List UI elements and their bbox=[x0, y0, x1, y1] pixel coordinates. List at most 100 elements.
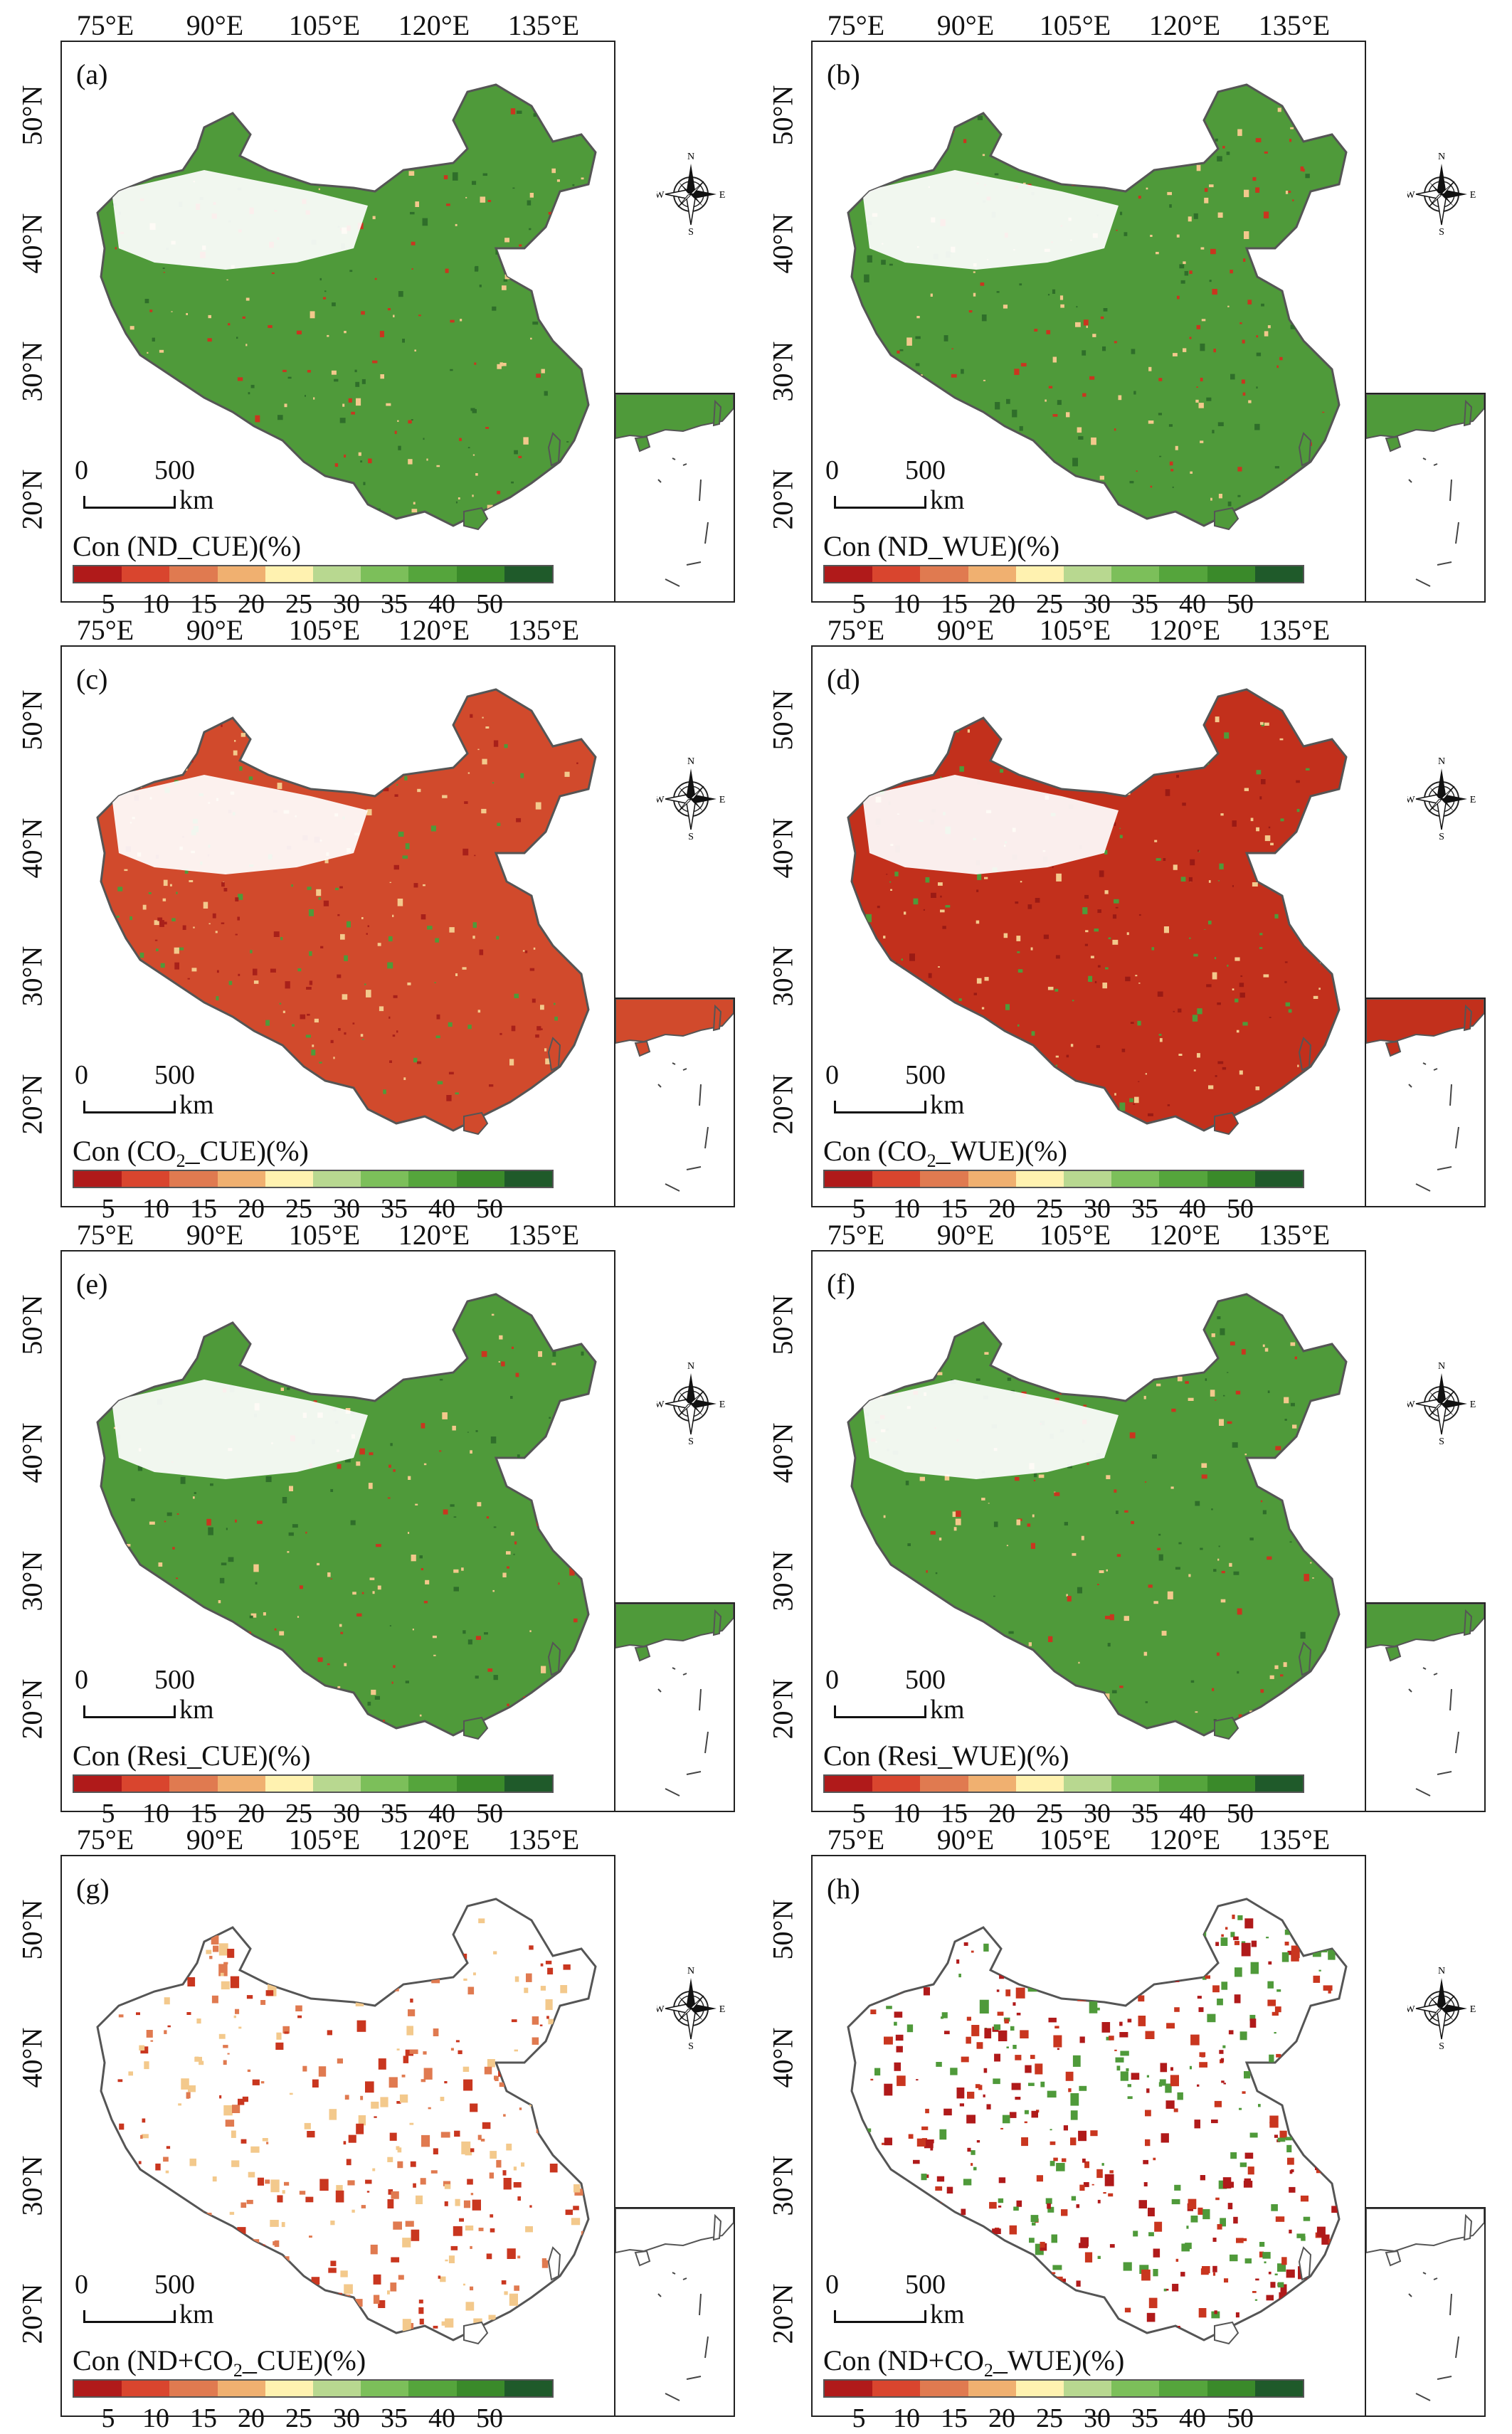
raster-pixel bbox=[1015, 2055, 1022, 2060]
raster-pixel bbox=[578, 1686, 583, 1688]
raster-pixel bbox=[1100, 316, 1104, 319]
legend-swatch bbox=[74, 1776, 122, 1792]
raster-pixel bbox=[566, 204, 570, 208]
raster-pixel bbox=[544, 391, 548, 396]
raster-pixel bbox=[501, 2280, 507, 2285]
raster-pixel bbox=[1127, 2084, 1131, 2088]
raster-pixel bbox=[235, 1519, 237, 1523]
raster-pixel bbox=[1156, 858, 1161, 861]
raster-pixel bbox=[1249, 1710, 1253, 1713]
raster-pixel bbox=[1196, 386, 1198, 388]
raster-pixel bbox=[444, 2184, 451, 2189]
raster-pixel bbox=[189, 880, 194, 882]
raster-pixel bbox=[233, 707, 239, 711]
raster-pixel bbox=[1217, 212, 1223, 218]
raster-pixel bbox=[1158, 413, 1162, 416]
raster-pixel bbox=[1296, 808, 1300, 813]
raster-pixel bbox=[1228, 2030, 1234, 2035]
raster-pixel bbox=[887, 155, 891, 160]
raster-pixel bbox=[1053, 1109, 1057, 1111]
raster-pixel bbox=[450, 319, 455, 323]
raster-pixel bbox=[943, 2108, 952, 2116]
raster-pixel bbox=[467, 1025, 472, 1030]
raster-pixel bbox=[1127, 1917, 1131, 1922]
raster-pixel bbox=[1262, 2252, 1271, 2259]
raster-pixel bbox=[164, 921, 167, 925]
raster-pixel bbox=[387, 2199, 394, 2208]
raster-pixel bbox=[142, 2134, 149, 2139]
raster-pixel bbox=[248, 1964, 256, 1974]
scale-start: 0 bbox=[75, 1060, 88, 1090]
raster-pixel bbox=[405, 2049, 413, 2056]
raster-pixel bbox=[1213, 349, 1216, 353]
raster-pixel bbox=[1195, 399, 1199, 403]
compass-west-label: W bbox=[657, 1399, 665, 1410]
raster-pixel bbox=[344, 331, 347, 334]
raster-pixel bbox=[1292, 1424, 1297, 1429]
latitude-label: 50°N bbox=[16, 85, 48, 146]
raster-pixel bbox=[1171, 107, 1175, 111]
raster-pixel bbox=[924, 2139, 934, 2149]
raster-pixel bbox=[467, 772, 470, 774]
raster-pixel bbox=[344, 2284, 353, 2294]
raster-pixel bbox=[438, 2275, 441, 2279]
latitude-label: 50°N bbox=[16, 1899, 48, 1960]
raster-pixel bbox=[1296, 2233, 1306, 2238]
south-china-sea-inset bbox=[1365, 998, 1486, 1207]
raster-pixel bbox=[1083, 1404, 1087, 1407]
raster-pixel bbox=[1217, 1316, 1221, 1320]
raster-pixel bbox=[955, 1518, 961, 1525]
raster-pixel bbox=[1207, 2014, 1216, 2023]
raster-pixel bbox=[235, 897, 239, 901]
legend-swatch bbox=[122, 1776, 170, 1792]
raster-pixel bbox=[1184, 270, 1189, 276]
raster-pixel bbox=[1090, 2130, 1098, 2137]
raster-pixel bbox=[1239, 2107, 1242, 2110]
raster-pixel bbox=[288, 1532, 294, 1536]
raster-pixel bbox=[1127, 2018, 1132, 2023]
raster-pixel bbox=[1190, 2216, 1198, 2223]
raster-pixel bbox=[1313, 2009, 1321, 2014]
raster-pixel bbox=[146, 2030, 153, 2038]
raster-pixel bbox=[425, 1580, 430, 1584]
raster-pixel bbox=[1284, 1419, 1287, 1421]
raster-pixel bbox=[1235, 998, 1239, 1002]
raster-pixel bbox=[238, 2098, 245, 2105]
raster-pixel bbox=[410, 211, 415, 215]
raster-pixel bbox=[380, 374, 384, 379]
raster-pixel bbox=[316, 1087, 320, 1091]
raster-pixel bbox=[1144, 1931, 1148, 1936]
raster-pixel bbox=[1276, 1989, 1281, 1992]
legend-tick-label: 10 bbox=[893, 589, 920, 619]
raster-pixel bbox=[1224, 732, 1230, 739]
raster-pixel bbox=[356, 2020, 366, 2032]
raster-pixel bbox=[322, 174, 327, 179]
raster-pixel bbox=[1254, 423, 1260, 430]
raster-pixel bbox=[1296, 780, 1300, 783]
raster-pixel bbox=[913, 2159, 920, 2164]
raster-pixel bbox=[465, 2302, 475, 2311]
raster-pixel bbox=[1028, 2083, 1035, 2086]
legend-tick-label: 15 bbox=[190, 2403, 217, 2433]
longitude-label: 135°E bbox=[1258, 1824, 1331, 1856]
raster-pixel bbox=[336, 706, 339, 710]
raster-pixel bbox=[1026, 133, 1028, 135]
raster-pixel bbox=[1271, 2323, 1276, 2326]
raster-pixel bbox=[366, 1715, 368, 1718]
raster-pixel bbox=[1200, 440, 1204, 443]
raster-pixel bbox=[295, 721, 297, 724]
raster-pixel bbox=[887, 1034, 892, 1040]
raster-pixel bbox=[277, 783, 282, 789]
raster-pixel bbox=[257, 1073, 262, 1076]
raster-pixel bbox=[1304, 1574, 1309, 1582]
latitude-label: 40°N bbox=[16, 1422, 48, 1483]
raster-pixel bbox=[566, 2280, 573, 2290]
raster-pixel bbox=[1004, 2018, 1009, 2023]
raster-pixel bbox=[1269, 2115, 1279, 2128]
raster-pixel bbox=[120, 721, 122, 724]
raster-pixel bbox=[465, 2226, 474, 2231]
raster-pixel bbox=[439, 117, 445, 125]
raster-pixel bbox=[1318, 1969, 1321, 1972]
raster-pixel bbox=[1210, 248, 1216, 255]
raster-pixel bbox=[422, 709, 425, 711]
